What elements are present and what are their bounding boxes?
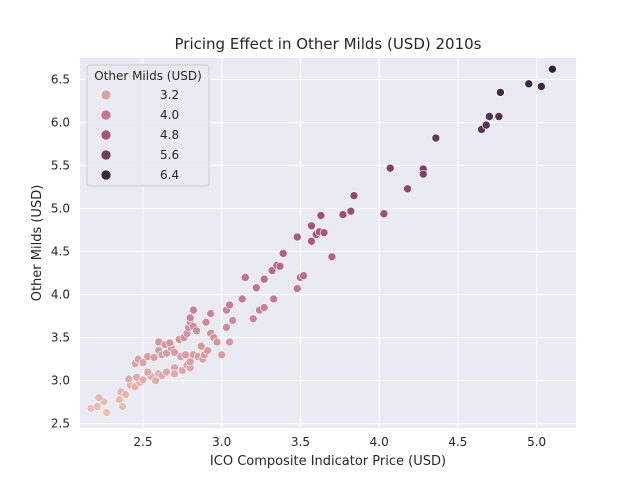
legend-box bbox=[86, 64, 210, 187]
x-tick-labels: 2.5 3.0 3.5 4.0 4.5 5.0 bbox=[133, 435, 546, 449]
legend-marker bbox=[100, 89, 112, 101]
data-point bbox=[496, 88, 505, 97]
data-point bbox=[222, 323, 231, 332]
data-point bbox=[206, 309, 215, 318]
data-point bbox=[138, 358, 148, 367]
data-point bbox=[201, 317, 211, 327]
data-point bbox=[248, 314, 258, 324]
x-tick-label: 4.0 bbox=[370, 435, 389, 449]
data-point bbox=[162, 367, 171, 377]
x-tick-label: 2.5 bbox=[133, 435, 152, 449]
legend-items: 3.2 4.0 4.8 5.6 6.4 bbox=[100, 88, 179, 182]
legend-marker bbox=[100, 129, 112, 141]
data-point bbox=[327, 252, 337, 262]
data-point bbox=[307, 236, 316, 246]
legend-marker bbox=[100, 109, 112, 121]
data-point bbox=[165, 338, 175, 348]
data-point bbox=[225, 337, 234, 347]
legend-label: 4.8 bbox=[160, 128, 179, 142]
data-point bbox=[143, 367, 153, 377]
data-point bbox=[181, 350, 190, 360]
data-point bbox=[481, 120, 491, 130]
data-point bbox=[338, 210, 348, 219]
data-point bbox=[346, 206, 356, 216]
data-point bbox=[228, 316, 238, 325]
data-point bbox=[259, 303, 269, 312]
data-point bbox=[275, 261, 285, 271]
y-tick-label: 6.0 bbox=[51, 116, 70, 130]
data-point bbox=[278, 249, 288, 258]
data-point bbox=[485, 112, 494, 121]
legend-label: 6.4 bbox=[160, 168, 179, 182]
legend-marker bbox=[100, 169, 112, 181]
x-axis-label: ICO Composite Indicator Price (USD) bbox=[210, 454, 446, 469]
data-point bbox=[217, 350, 227, 360]
legend-title: Other Milds (USD) bbox=[94, 69, 202, 83]
x-tick-label: 3.0 bbox=[212, 435, 231, 449]
legend-label: 4.0 bbox=[160, 108, 179, 122]
data-point bbox=[138, 375, 148, 385]
data-point bbox=[299, 271, 308, 280]
data-point bbox=[494, 112, 504, 121]
data-point bbox=[212, 337, 222, 347]
data-point bbox=[102, 408, 112, 417]
data-point bbox=[121, 390, 130, 399]
data-point bbox=[349, 191, 359, 200]
y-tick-label: 3.0 bbox=[51, 374, 70, 388]
data-point bbox=[93, 402, 102, 411]
data-point bbox=[269, 294, 278, 304]
data-point bbox=[203, 346, 212, 355]
data-point bbox=[431, 133, 441, 143]
data-point bbox=[418, 169, 428, 179]
data-point bbox=[403, 184, 412, 194]
data-point bbox=[189, 305, 198, 315]
data-point bbox=[118, 402, 127, 411]
data-point bbox=[170, 347, 179, 357]
y-tick-label: 5.5 bbox=[51, 159, 70, 173]
x-tick-label: 5.0 bbox=[527, 435, 546, 449]
chart-title: Pricing Effect in Other Milds (USD) 2010… bbox=[175, 35, 482, 53]
data-point bbox=[548, 64, 557, 74]
data-point bbox=[149, 353, 159, 362]
y-tick-label: 5.0 bbox=[51, 202, 70, 216]
data-point bbox=[252, 283, 261, 293]
legend-label: 5.6 bbox=[160, 148, 179, 162]
y-tick-labels: 2.5 3.0 3.5 4.0 4.5 5.0 5.5 6.0 6.5 bbox=[51, 73, 70, 431]
data-point bbox=[259, 274, 269, 284]
legend: Other Milds (USD) 3.2 4.0 4.8 5.6 6.4 bbox=[86, 64, 210, 187]
data-point bbox=[124, 374, 134, 384]
data-point bbox=[170, 369, 179, 379]
data-point bbox=[379, 209, 389, 219]
y-axis-label: Other Milds (USD) bbox=[30, 185, 45, 302]
data-point bbox=[385, 163, 395, 173]
data-point bbox=[319, 228, 329, 237]
data-point bbox=[524, 79, 534, 89]
data-point bbox=[94, 393, 104, 403]
legend-marker bbox=[100, 149, 112, 161]
y-tick-label: 2.5 bbox=[51, 417, 70, 431]
y-tick-label: 6.5 bbox=[51, 73, 70, 87]
legend-label: 3.2 bbox=[160, 88, 179, 102]
data-point bbox=[225, 300, 234, 310]
data-points bbox=[86, 64, 557, 417]
y-tick-label: 4.0 bbox=[51, 288, 70, 302]
x-tick-label: 4.5 bbox=[448, 435, 467, 449]
data-point bbox=[292, 232, 302, 242]
data-point bbox=[537, 82, 546, 91]
y-tick-label: 4.5 bbox=[51, 245, 70, 259]
data-point bbox=[237, 294, 247, 304]
data-point bbox=[292, 284, 302, 293]
y-tick-label: 3.5 bbox=[51, 331, 70, 345]
data-point bbox=[185, 313, 195, 323]
data-point bbox=[196, 341, 206, 351]
data-point bbox=[241, 273, 250, 282]
data-point bbox=[316, 211, 326, 220]
x-tick-label: 3.5 bbox=[291, 435, 310, 449]
data-point bbox=[192, 326, 201, 336]
data-point bbox=[307, 221, 316, 231]
